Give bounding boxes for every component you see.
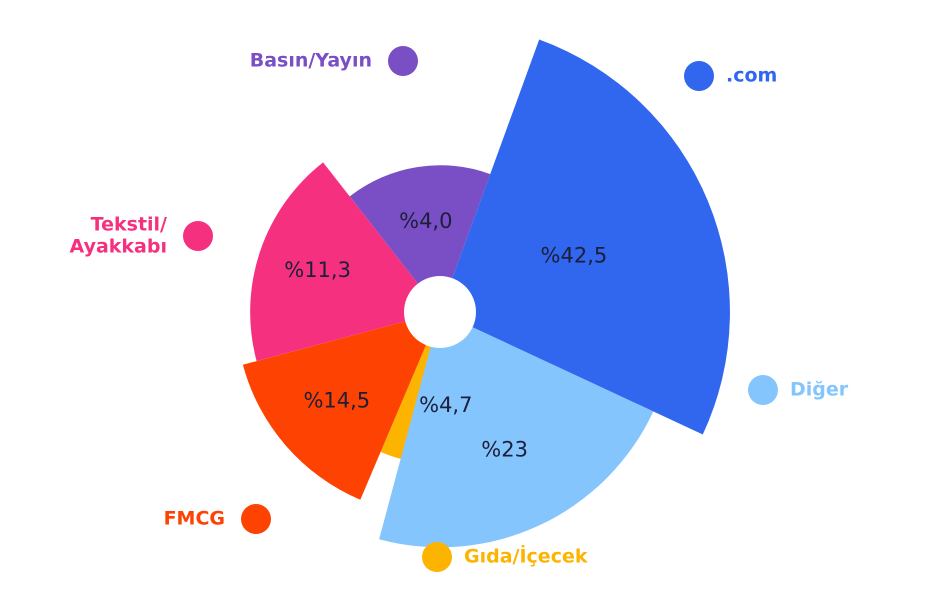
value-label-com: %42,5 [541,244,608,268]
value-label-fmcg: %14,5 [303,389,370,413]
segment-com [440,39,730,435]
legend-item-com: .com [684,61,777,91]
legend-dot-com [684,61,714,91]
legend-item-g-da-i-ecek: Gıda/İçecek [422,542,588,572]
legend-label-com: .com [726,65,777,87]
value-label-tekstil-ayakkab: %11,3 [284,258,351,282]
legend-dot-g-da-i-ecek [422,542,452,572]
legend: Basın/Yayın .com Tekstil/Ayakkabı Diğer FMCG… [70,46,849,572]
chart-segments [242,39,730,548]
legend-label-g-da-i-ecek: Gıda/İçecek [464,544,588,568]
legend-label-tekstil-ayakkab: Tekstil/Ayakkabı [70,214,168,258]
legend-dot-bas-n-yay-n [388,46,418,76]
segment-di-er [379,312,654,548]
legend-item-fmcg: FMCG [164,504,271,534]
legend-dot-fmcg [241,504,271,534]
legend-item-di-er: Diğer [748,375,849,405]
segment-fmcg [242,312,440,500]
legend-item-tekstil-ayakkab: Tekstil/Ayakkabı [70,214,213,258]
value-label-bas-n-yay-n: %4,0 [399,209,452,233]
value-label-g-da-i-ecek: %4,7 [419,393,472,417]
legend-label-bas-n-yay-n: Basın/Yayın [250,50,372,72]
center-hole [404,276,476,348]
legend-item-bas-n-yay-n: Basın/Yayın [250,46,418,76]
segment-tekstil-ayakkab [250,162,440,362]
segment-labels: %42,5 %23 %4,7 %14,5 %11,3 %4,0 [284,209,607,461]
segment-bas-n-yay-n [349,165,491,312]
legend-dot-di-er [748,375,778,405]
legend-label-fmcg: FMCG [164,508,225,530]
legend-dot-tekstil-ayakkab [183,221,213,251]
legend-label-di-er: Diğer [790,379,849,401]
value-label-di-er: %23 [481,438,528,462]
